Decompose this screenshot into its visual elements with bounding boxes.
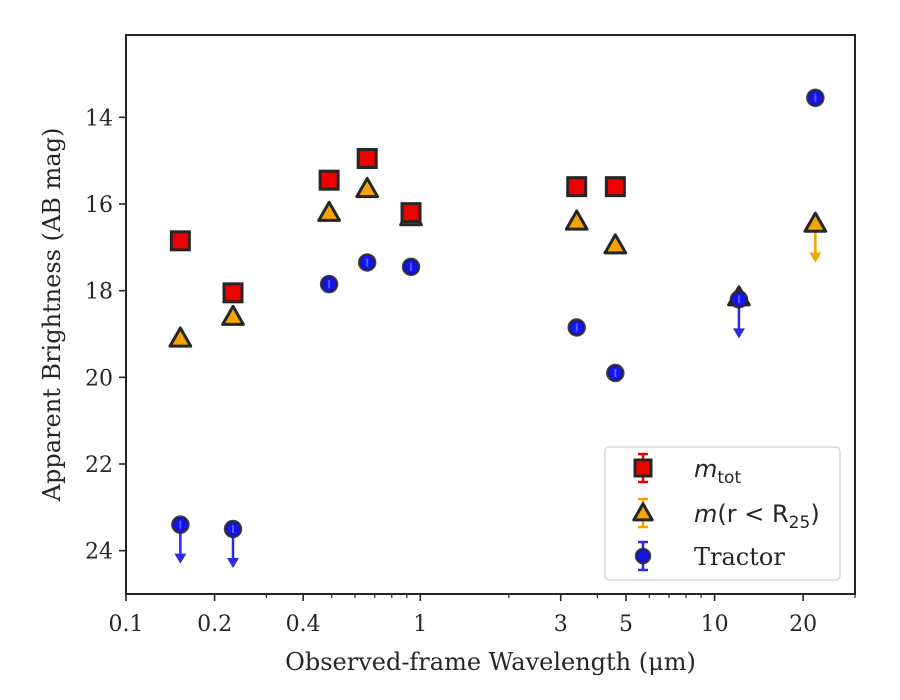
x-tick-label: 10 bbox=[701, 612, 729, 637]
legend-entry: mtot bbox=[633, 452, 741, 488]
y-axis-ticks: 14 16 18 20 22 24 bbox=[85, 106, 126, 565]
y-tick-label: 18 bbox=[85, 280, 113, 305]
data-point-triangle bbox=[603, 233, 628, 255]
y-tick-label: 20 bbox=[85, 366, 113, 391]
x-tick-label: 1 bbox=[413, 612, 427, 637]
legend-marker-circle bbox=[634, 547, 652, 565]
y-tick-label: 22 bbox=[85, 453, 113, 478]
y-tick-label: 24 bbox=[85, 540, 113, 565]
legend-label: Tractor bbox=[694, 543, 785, 571]
plot-frame bbox=[125, 34, 856, 595]
x-axis-ticks: 0.1 0.2 0.4 1 3 5 10 20 bbox=[109, 594, 817, 637]
data-point-triangle bbox=[564, 209, 589, 231]
data-point-square bbox=[566, 176, 588, 198]
data-point-square bbox=[356, 148, 378, 169]
legend-marker-triangle bbox=[632, 502, 654, 522]
x-axis-title: Observed-frame Wavelength (μm) bbox=[285, 648, 696, 676]
data-point-square bbox=[222, 282, 244, 304]
x-tick-label: 3 bbox=[554, 612, 568, 637]
x-tick-label: 0.2 bbox=[197, 612, 232, 637]
data-point-triangle bbox=[803, 211, 828, 233]
data-point-triangle bbox=[317, 200, 341, 222]
data-point-square bbox=[400, 202, 422, 224]
legend: mtot m(r < R25) Tractor bbox=[604, 446, 841, 581]
series-tractor bbox=[171, 88, 825, 568]
legend-entry: m(r < R25) bbox=[632, 497, 820, 533]
legend-marker-square bbox=[633, 458, 653, 478]
x-tick-label: 20 bbox=[789, 612, 817, 637]
y-axis-title: Apparent Brightness (AB mag) bbox=[38, 128, 66, 503]
x-tick-label: 0.4 bbox=[286, 612, 321, 637]
legend-label: m(r < R25) bbox=[694, 500, 820, 533]
y-tick-label: 16 bbox=[85, 193, 113, 218]
data-point-square bbox=[604, 176, 626, 198]
legend-entry: Tractor bbox=[634, 540, 785, 572]
data-point-square bbox=[318, 169, 340, 191]
data-marks bbox=[168, 88, 828, 568]
x-tick-label: 5 bbox=[619, 612, 633, 637]
data-point-square bbox=[169, 230, 191, 252]
y-tick-label: 14 bbox=[85, 106, 113, 131]
data-point-triangle bbox=[355, 176, 380, 199]
legend-box bbox=[604, 446, 841, 581]
data-point-triangle bbox=[168, 326, 193, 348]
legend-label: mtot bbox=[694, 455, 741, 488]
series-m-tot bbox=[169, 148, 626, 304]
data-point-triangle bbox=[221, 304, 245, 326]
x-tick-label: 0.1 bbox=[109, 612, 144, 637]
